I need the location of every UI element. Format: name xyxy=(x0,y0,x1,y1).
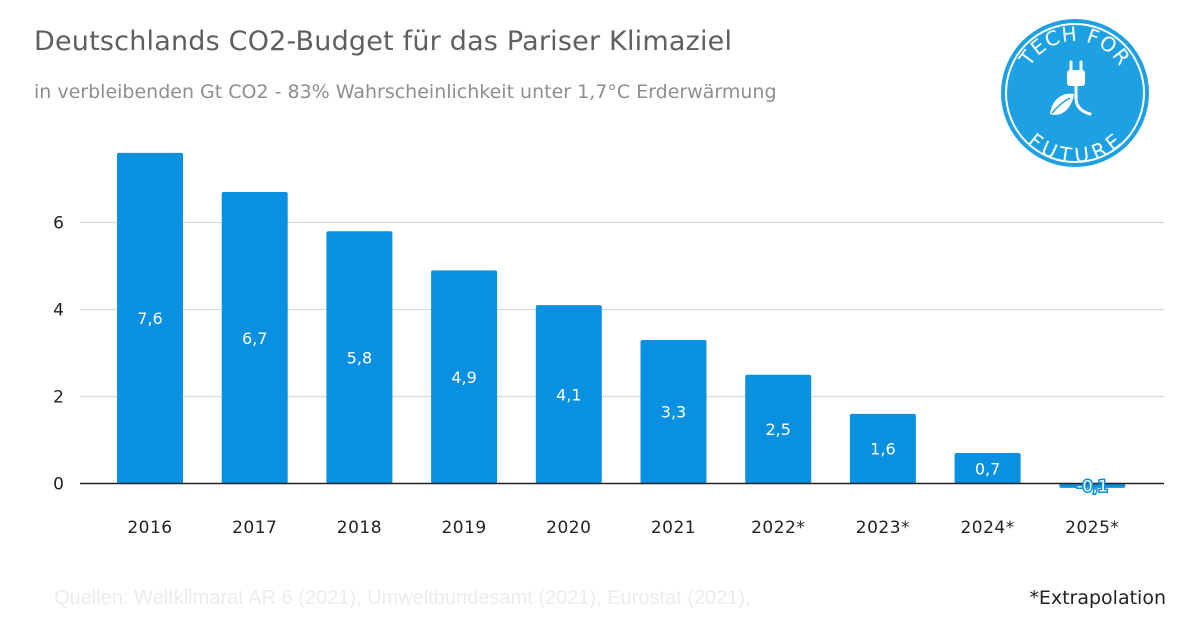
leaf-icon xyxy=(1050,93,1074,115)
x-tick-label: 2018 xyxy=(337,518,382,538)
data-label: 3,3 xyxy=(661,403,686,422)
bar-2019 xyxy=(431,270,498,484)
source-note: Quellen: Weltklimarat AR 6 (2021), Umwel… xyxy=(54,587,751,609)
plug-icon xyxy=(1067,60,1092,116)
x-tick-label: 2020 xyxy=(546,518,591,538)
data-label: 4,9 xyxy=(451,368,476,387)
bar-2022 xyxy=(745,374,812,484)
x-tick-label: 2023* xyxy=(856,518,910,538)
x-tick-label: 2024* xyxy=(960,518,1014,538)
bar-2021 xyxy=(640,339,707,484)
tech-for-future-logo: TECH FOR FUTURE xyxy=(1001,19,1149,168)
y-tick-label: 6 xyxy=(53,214,64,234)
x-tick-label: 2016 xyxy=(127,518,172,538)
data-label: 0,7 xyxy=(975,459,1000,478)
data-label: 2,5 xyxy=(765,420,790,439)
extrapolation-footnote: *Extrapolation xyxy=(1029,587,1166,609)
data-label: 5,8 xyxy=(347,348,372,367)
bar-2023 xyxy=(849,413,916,484)
bar-2017 xyxy=(221,192,288,484)
x-tick-label: 2017 xyxy=(232,518,277,538)
bars xyxy=(117,152,1126,488)
data-label: 4,1 xyxy=(556,385,581,404)
y-tick-label: 4 xyxy=(53,301,64,321)
bar-2025 xyxy=(1059,483,1126,488)
bar-2018 xyxy=(326,231,393,484)
y-tick-label: 0 xyxy=(53,475,64,495)
x-tick-label: 2021 xyxy=(651,518,696,538)
y-tick-label: 2 xyxy=(53,388,64,408)
bar-2016 xyxy=(117,152,183,484)
chart-subtitle: in verbleibenden Gt CO2 - 83% Wahrschein… xyxy=(34,81,777,103)
bar-2024 xyxy=(954,453,1021,484)
bar-2020 xyxy=(535,305,602,484)
x-tick-label: 2019 xyxy=(441,518,486,538)
x-tick-label: 2022* xyxy=(751,518,805,538)
data-label: 1,6 xyxy=(870,440,895,459)
x-tick-label: 2025* xyxy=(1065,518,1119,538)
labels: 0 2 4 6 7,6 2016 6,7 2017 5,8 2018 4,9 2019 4,1 2020 3… xyxy=(53,214,1119,539)
data-label: -0,1 xyxy=(1077,477,1108,496)
data-label: 7,6 xyxy=(137,309,162,328)
chart-title: Deutschlands CO2-Budget für das Pariser … xyxy=(34,26,733,57)
logo-ring xyxy=(1005,23,1145,163)
data-label: 6,7 xyxy=(242,329,267,348)
